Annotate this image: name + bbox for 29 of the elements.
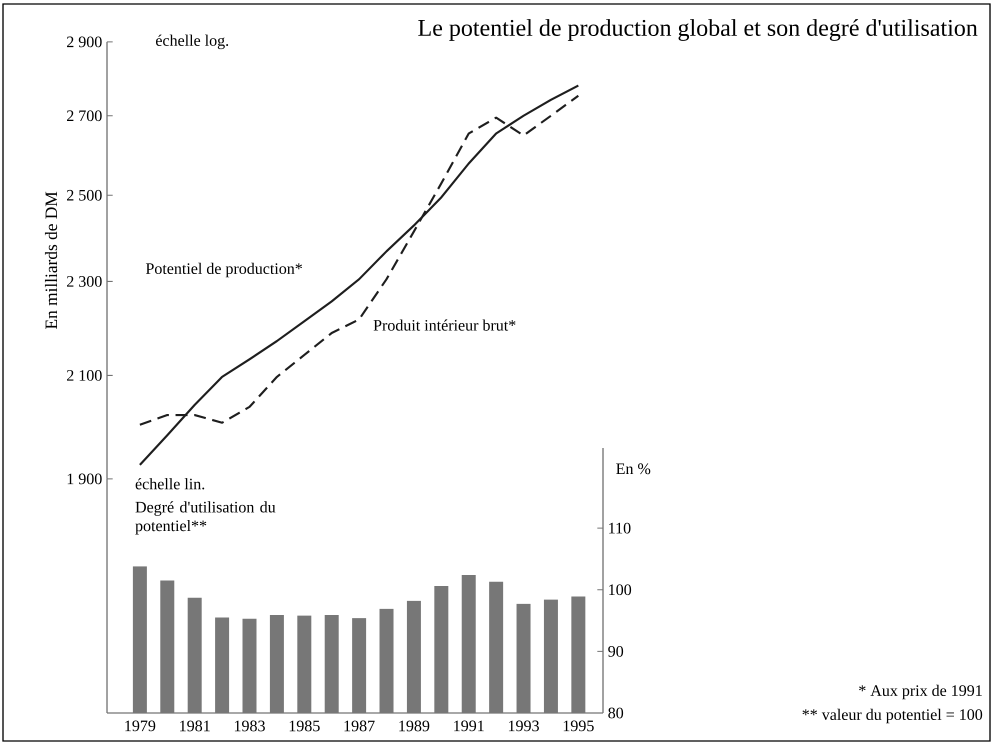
x-tick-label: 1995 xyxy=(564,720,594,732)
y-tick-label: 110 xyxy=(609,522,631,534)
y-tick-label: 2 500 xyxy=(67,190,102,201)
y-axis-title: En milliards de DM xyxy=(44,192,58,329)
y-tick-label: 2 700 xyxy=(67,110,102,122)
y-tick-label: 2 300 xyxy=(67,276,102,287)
y-tick-label: 90 xyxy=(608,646,624,657)
x-tick-label: 1979 xyxy=(125,720,156,732)
y-tick-label: 100 xyxy=(609,584,632,596)
x-tick-label: 1985 xyxy=(290,720,320,732)
text: ** valeur du potentiel = 100 xyxy=(802,708,982,724)
text: Potentiel de production* xyxy=(146,262,302,278)
x-tick-label: 1993 xyxy=(508,720,539,732)
y-tick-label: 2 900 xyxy=(67,36,102,48)
x-tick-label: 1989 xyxy=(399,720,430,732)
x-tick-label: 1987 xyxy=(344,720,375,732)
x-tick-label: 1991 xyxy=(454,720,484,732)
text: Le potentiel de production global et son degré d'utilisation xyxy=(418,19,978,41)
y-tick-label: 80 xyxy=(608,708,624,718)
annotation: échelle lin. xyxy=(136,478,204,490)
series-label: Produit intérieur brut* xyxy=(374,319,516,331)
y-tick-label: 1 900 xyxy=(68,473,102,484)
y-axis-title: En % xyxy=(616,463,650,474)
y-tick-label: 2 100 xyxy=(67,370,102,381)
text: * Aux prix de 1991 xyxy=(859,684,982,700)
series-label: Degré d'utilisation du potentiel** xyxy=(135,501,276,534)
x-tick-label: 1983 xyxy=(234,720,265,732)
annotation: échelle log. xyxy=(156,34,228,50)
x-tick-label: 1981 xyxy=(180,720,210,732)
